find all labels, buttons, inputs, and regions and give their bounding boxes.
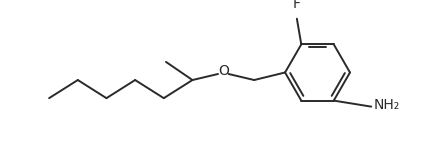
Text: O: O xyxy=(218,64,229,78)
Text: F: F xyxy=(293,0,301,11)
Text: NH₂: NH₂ xyxy=(374,98,400,112)
